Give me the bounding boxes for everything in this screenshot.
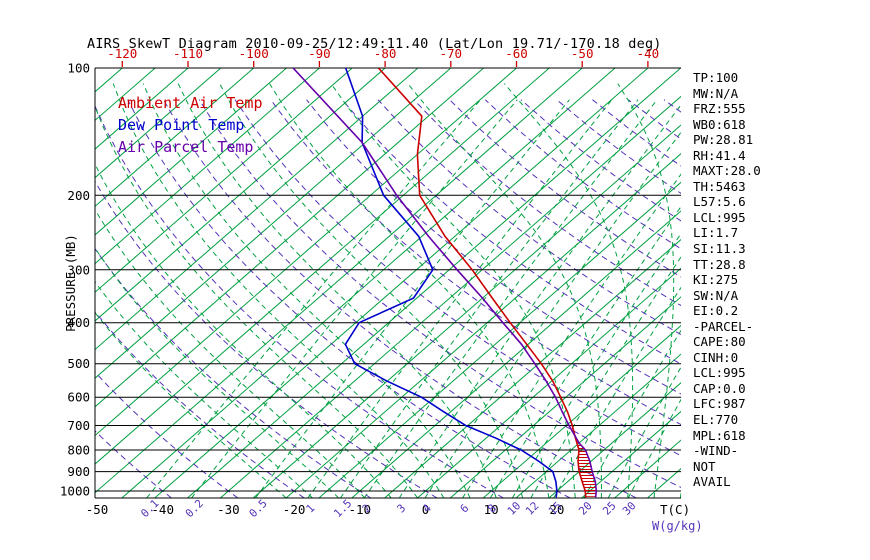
pressure-axis-label: PRESSURE (MB) (63, 234, 78, 332)
stat-line: L57:5.6 (693, 194, 746, 210)
stat-line: SI:11.3 (693, 241, 746, 257)
svg-text:900: 900 (67, 464, 90, 479)
svg-text:-50: -50 (86, 502, 109, 517)
stat-line: KI:275 (693, 272, 739, 288)
svg-text:300: 300 (67, 262, 90, 277)
svg-text:0.5: 0.5 (247, 497, 270, 520)
svg-text:6: 6 (458, 502, 472, 516)
background-grid (95, 68, 681, 498)
svg-text:12: 12 (523, 499, 542, 518)
dew-point-temp-curve (344, 68, 558, 498)
stat-line: TP:100 (693, 70, 739, 85)
svg-text:-50: -50 (571, 46, 594, 61)
stat-line: EI:0.2 (693, 303, 739, 319)
svg-text:500: 500 (67, 356, 90, 371)
svg-text:30: 30 (620, 499, 639, 518)
mixing-unit-label: W(g/kg) (652, 519, 703, 533)
legend-air-parcel-temp: Air Parcel Temp (118, 138, 254, 156)
stat-line: MAXT:28.0 (693, 163, 761, 179)
svg-text:3: 3 (394, 502, 408, 516)
chart-title: AIRS SkewT Diagram 2010-09-25/12:49:11.4… (87, 36, 662, 52)
stat-line: TH:5463 (693, 178, 746, 194)
svg-text:0: 0 (422, 502, 430, 517)
stat-line: LI:1.7 (693, 225, 739, 241)
temp-unit-label: T(C) (660, 502, 690, 517)
svg-text:800: 800 (67, 443, 90, 458)
svg-text:-20: -20 (283, 502, 306, 517)
svg-text:200: 200 (67, 188, 90, 203)
air-parcel-temp-curve (292, 68, 598, 498)
svg-text:-40: -40 (151, 502, 174, 517)
svg-text:1000: 1000 (60, 484, 90, 499)
stat-line: LCL:995 (693, 209, 746, 225)
stat-line: PW:28.81 (693, 132, 754, 148)
svg-text:-60: -60 (505, 46, 528, 61)
legend-ambient-air-temp: Ambient Air Temp (118, 94, 263, 112)
ambient-air-temp-curve (377, 68, 587, 498)
stat-line: -PARCEL- (693, 318, 754, 334)
svg-text:-120: -120 (107, 46, 137, 61)
svg-text:20: 20 (549, 502, 564, 517)
svg-text:-90: -90 (308, 46, 331, 61)
stat-line: CINH:0 (693, 349, 739, 365)
pressure-labels: 100 200 300 400 500 600 700 800 900 1000 (60, 61, 90, 499)
svg-text:-40: -40 (637, 46, 660, 61)
stat-line: FRZ:555 (693, 101, 746, 117)
svg-text:600: 600 (67, 390, 90, 405)
top-axis-labels: -120 -110 -100 -90 -80 -70 -60 -50 -40 (107, 46, 659, 67)
stat-line: AVAIL (693, 474, 731, 490)
stat-line: LCL:995 (693, 365, 746, 381)
stat-line: SW:N/A (693, 287, 739, 303)
svg-text:400: 400 (67, 315, 90, 330)
stat-line: RH:41.4 (693, 147, 746, 163)
svg-text:-70: -70 (440, 46, 463, 61)
svg-text:-30: -30 (217, 502, 240, 517)
stat-line: -WIND- (693, 443, 739, 459)
stat-line: EL:770 (693, 412, 739, 428)
svg-text:700: 700 (67, 418, 90, 433)
svg-text:10: 10 (484, 502, 499, 517)
svg-text:100: 100 (67, 61, 90, 76)
svg-text:-100: -100 (239, 46, 269, 61)
stat-line: MPL:618 (693, 427, 746, 443)
stat-line: CAP:0.0 (693, 380, 746, 396)
svg-text:-10: -10 (349, 502, 372, 517)
svg-text:-80: -80 (374, 46, 397, 61)
svg-text:1: 1 (304, 502, 318, 516)
svg-text:25: 25 (600, 499, 619, 518)
stat-line: NOT (693, 458, 716, 474)
stats-panel: TP:100 MW:N/A FRZ:555 WB0:618 PW:28.81 RH:41.… (693, 70, 761, 490)
svg-text:-110: -110 (173, 46, 203, 61)
stat-line: TT:28.8 (693, 256, 746, 272)
axis-frame (94, 68, 681, 499)
svg-text:0.2: 0.2 (183, 497, 206, 520)
svg-text:20: 20 (576, 499, 595, 518)
legend-dew-point-temp: Dew Point Temp (118, 116, 245, 134)
stat-line: MW:N/A (693, 85, 739, 101)
sounding-curves (292, 68, 598, 498)
stat-line: WB0:618 (693, 116, 746, 132)
svg-text:10: 10 (505, 499, 524, 518)
stat-line: LFC:987 (693, 396, 746, 412)
stat-line: CAPE:80 (693, 334, 746, 350)
